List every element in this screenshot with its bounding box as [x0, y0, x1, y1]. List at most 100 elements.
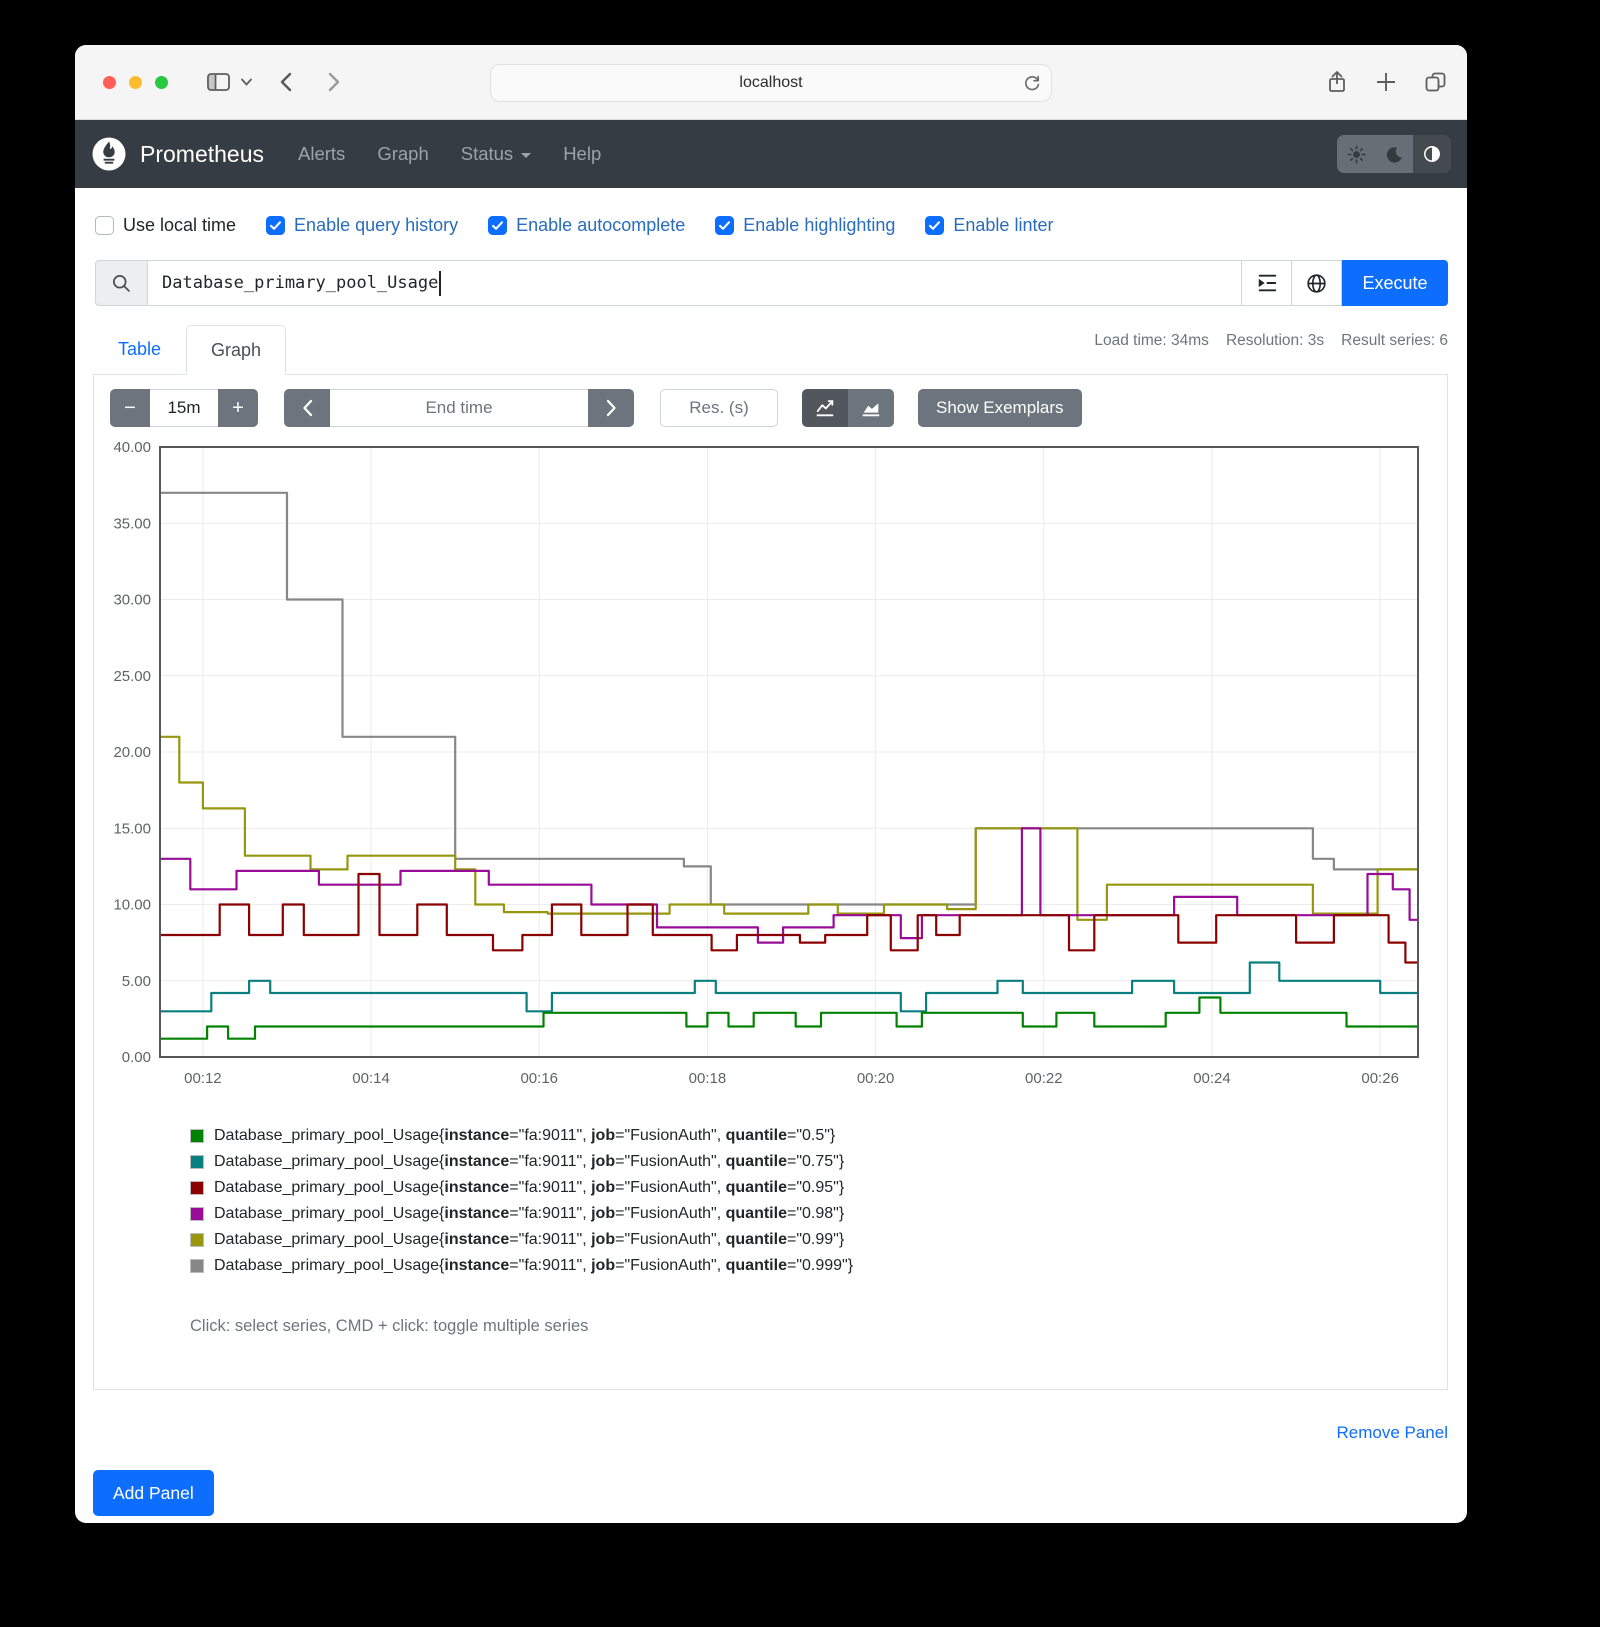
back-button[interactable] [279, 71, 293, 93]
chevron-down-icon[interactable] [240, 77, 253, 87]
legend-label: Database_primary_pool_Usage{instance="fa… [214, 1205, 845, 1222]
circle-half-icon [1424, 146, 1440, 162]
moon-icon [1386, 146, 1402, 163]
legend-label: Database_primary_pool_Usage{instance="fa… [214, 1179, 845, 1196]
legend-item[interactable]: Database_primary_pool_Usage{instance="fa… [190, 1201, 853, 1227]
stacked-chart-icon [862, 403, 880, 417]
show-exemplars-button[interactable]: Show Exemplars [918, 389, 1082, 427]
nav-help[interactable]: Help [563, 143, 602, 164]
increase-range-button[interactable]: + [218, 389, 258, 427]
end-time-input[interactable] [330, 389, 588, 427]
address-bar[interactable]: localhost [490, 64, 1052, 102]
zoom-window-button[interactable] [155, 76, 168, 89]
checkbox[interactable] [266, 215, 286, 235]
reload-icon[interactable] [1022, 73, 1042, 93]
time-back-button[interactable] [284, 389, 330, 427]
execute-button[interactable]: Execute [1342, 260, 1448, 306]
toggle-enable-linter[interactable]: Enable linter [925, 215, 1053, 236]
checkbox[interactable] [925, 215, 945, 235]
chevron-right-icon [606, 399, 616, 417]
query-text: Database_primary_pool_Usage [162, 273, 439, 293]
checkbox[interactable] [95, 215, 114, 235]
toggle-use-local-time[interactable]: Use local time [95, 215, 236, 236]
stacked-chart-button[interactable] [848, 389, 894, 427]
caret-down-icon [521, 153, 532, 158]
chart-area: 0.00 5.00 10.00 15.00 20.00 25.00 30.00 35.00 40… [102, 435, 1433, 1090]
legend-item[interactable]: Database_primary_pool_Usage{instance="fa… [190, 1227, 853, 1253]
browser-window: localhost Prometheus Alerts Graph [75, 45, 1467, 1523]
legend-item[interactable]: Database_primary_pool_Usage{instance="fa… [190, 1149, 853, 1175]
query-options-row: Use local time Enable query history Enable… [95, 205, 1083, 245]
time-forward-button[interactable] [588, 389, 634, 427]
tab-graph[interactable]: Graph [186, 325, 286, 375]
svg-text:30.00: 30.00 [113, 592, 151, 609]
load-time: Load time: 34ms [1094, 332, 1209, 349]
light-theme-button[interactable] [1337, 135, 1375, 173]
chevron-left-icon [302, 399, 312, 417]
nav-graph[interactable]: Graph [377, 143, 429, 164]
window-controls [103, 76, 168, 89]
svg-text:00:22: 00:22 [1025, 1070, 1063, 1087]
metrics-explorer-button[interactable] [1242, 260, 1292, 306]
brand-title: Prometheus [140, 140, 265, 167]
prometheus-navbar: Prometheus Alerts Graph Status Help [75, 120, 1467, 188]
checkbox[interactable] [488, 215, 508, 235]
close-window-button[interactable] [103, 76, 116, 89]
browser-chrome: localhost [75, 45, 1467, 120]
checkbox[interactable] [715, 215, 735, 235]
graph-controls: − + Show E [110, 389, 1082, 427]
svg-text:25.00: 25.00 [113, 668, 151, 685]
new-tab-icon[interactable] [1375, 71, 1397, 93]
query-bar: Database_primary_pool_Usage Execute [95, 260, 1448, 306]
explain-query-button[interactable] [1292, 260, 1342, 306]
query-input[interactable]: Database_primary_pool_Usage [147, 260, 1242, 306]
nav-links: Alerts Graph Status Help [298, 143, 601, 165]
nav-alerts[interactable]: Alerts [298, 143, 346, 164]
toggle-label: Enable highlighting [743, 214, 896, 235]
svg-text:00:20: 00:20 [857, 1070, 895, 1087]
dark-theme-button[interactable] [1375, 135, 1413, 173]
legend-item[interactable]: Database_primary_pool_Usage{instance="fa… [190, 1253, 853, 1279]
range-input[interactable] [150, 389, 218, 427]
add-panel-button[interactable]: Add Panel [93, 1470, 214, 1516]
line-chart-button[interactable] [802, 389, 848, 427]
nav-status[interactable]: Status [461, 143, 532, 165]
tab-overview-icon[interactable] [1423, 70, 1448, 94]
toggle-enable-autocomplete[interactable]: Enable autocomplete [488, 215, 685, 236]
brand[interactable]: Prometheus [91, 136, 264, 172]
panel-tabs: Table Graph [93, 325, 1448, 375]
search-icon [95, 260, 147, 306]
sidebar-icon[interactable] [205, 70, 232, 94]
decrease-range-button[interactable]: − [110, 389, 150, 427]
share-icon[interactable] [1325, 69, 1349, 97]
toggle-label: Enable linter [953, 214, 1054, 235]
svg-text:00:16: 00:16 [520, 1070, 558, 1087]
legend-label: Database_primary_pool_Usage{instance="fa… [214, 1153, 845, 1170]
toggle-enable-highlighting[interactable]: Enable highlighting [715, 215, 895, 236]
svg-text:10.00: 10.00 [113, 897, 151, 914]
metrics-explorer-icon [1258, 274, 1276, 292]
line-chart-icon [816, 400, 834, 417]
result-series: Result series: 6 [1341, 332, 1448, 349]
svg-text:00:24: 00:24 [1193, 1070, 1231, 1087]
chart-legend: Database_primary_pool_Usage{instance="fa… [190, 1123, 853, 1279]
legend-item[interactable]: Database_primary_pool_Usage{instance="fa… [190, 1175, 853, 1201]
legend-label: Database_primary_pool_Usage{instance="fa… [214, 1231, 845, 1248]
svg-text:00:18: 00:18 [689, 1070, 727, 1087]
range-stepper: − + [110, 389, 258, 427]
url-text: localhost [739, 74, 803, 91]
svg-text:00:12: 00:12 [184, 1070, 222, 1087]
usage-chart[interactable]: 0.00 5.00 10.00 15.00 20.00 25.00 30.00 35.00 40… [102, 435, 1433, 1090]
auto-theme-button[interactable] [1413, 135, 1451, 173]
resolution-input[interactable] [660, 389, 778, 427]
legend-swatch [190, 1155, 204, 1169]
toggle-enable-query-history[interactable]: Enable query history [266, 215, 458, 236]
forward-button[interactable] [327, 71, 341, 93]
text-cursor [439, 270, 442, 296]
tab-table[interactable]: Table [117, 339, 162, 359]
end-time-group [284, 389, 634, 427]
minimize-window-button[interactable] [129, 76, 142, 89]
legend-item[interactable]: Database_primary_pool_Usage{instance="fa… [190, 1123, 853, 1149]
chart-type-toggle [802, 389, 894, 427]
remove-panel-link[interactable]: Remove Panel [1336, 1423, 1448, 1442]
